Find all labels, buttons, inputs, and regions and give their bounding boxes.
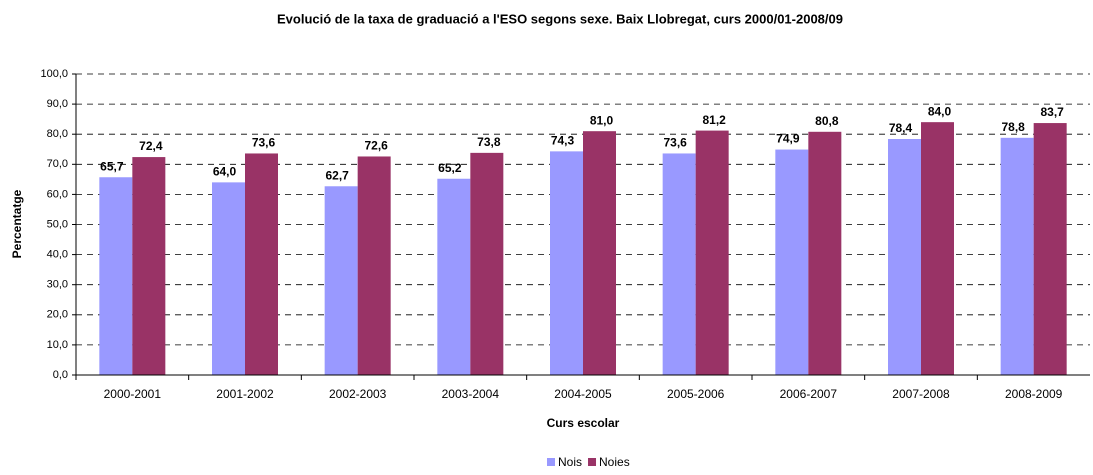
x-tick-label: 2000-2001 [104,387,162,401]
data-label: 74,9 [776,132,800,146]
bar [1033,123,1067,375]
y-tick-label: 10,0 [47,339,68,351]
y-tick-label: 30,0 [47,279,68,291]
data-label: 74,3 [551,134,575,148]
bar [132,157,166,375]
legend-label: Noies [599,455,630,469]
data-label: 80,8 [815,114,839,128]
legend-swatch [547,458,555,466]
data-label: 73,6 [663,136,687,150]
data-label: 78,8 [1001,120,1025,134]
x-tick-label: 2002-2003 [329,387,387,401]
data-label: 72,6 [364,139,388,153]
bar [695,130,729,375]
y-tick-label: 20,0 [47,309,68,321]
bar [245,153,278,375]
data-label: 84,0 [928,104,952,118]
data-label: 81,0 [590,113,614,127]
bar [1000,137,1034,375]
y-tick-label: 0,0 [53,369,68,381]
bar [775,149,809,375]
legend-label: Nois [558,455,582,469]
y-tick-label: 100,0 [40,68,68,80]
data-label: 78,4 [889,121,913,135]
data-label: 83,7 [1040,105,1064,119]
x-tick-label: 2004-2005 [554,387,612,401]
y-tick-label: 40,0 [47,249,68,261]
data-label: 62,7 [325,168,349,182]
bar [921,122,954,375]
data-label: 65,7 [100,159,124,173]
data-label: 65,2 [438,161,462,175]
x-tick-label: 2006-2007 [780,387,838,401]
bar [437,178,471,375]
bar [888,139,921,375]
x-tick-label: 2007-2008 [892,387,950,401]
bar [324,186,358,375]
data-label: 64,0 [213,165,237,179]
bar [470,152,504,375]
data-label: 72,4 [139,139,163,153]
y-tick-label: 90,0 [47,98,68,110]
bar [808,131,842,375]
x-tick-label: 2008-2009 [1005,387,1063,401]
legend-swatch [588,458,597,466]
bar [662,153,696,375]
bar [550,151,583,375]
data-label: 81,2 [702,113,726,127]
y-tick-label: 60,0 [47,188,68,200]
x-tick-label: 2001-2002 [216,387,274,401]
x-tick-label: 2005-2006 [667,387,725,401]
x-axis-label: Curs escolar [547,416,620,430]
bar [583,131,616,375]
y-tick-label: 80,0 [47,128,68,140]
chart-title: Evolució de la taxa de graduació a l'ESO… [277,11,843,26]
y-tick-label: 70,0 [47,158,68,170]
bar [212,182,245,375]
data-label: 73,6 [252,136,276,150]
bar [99,177,133,375]
data-label: 73,8 [477,135,501,149]
y-tick-label: 50,0 [47,218,68,230]
x-tick-label: 2003-2004 [442,387,500,401]
bar [357,156,391,375]
y-axis-label: Percentatge [10,189,24,258]
